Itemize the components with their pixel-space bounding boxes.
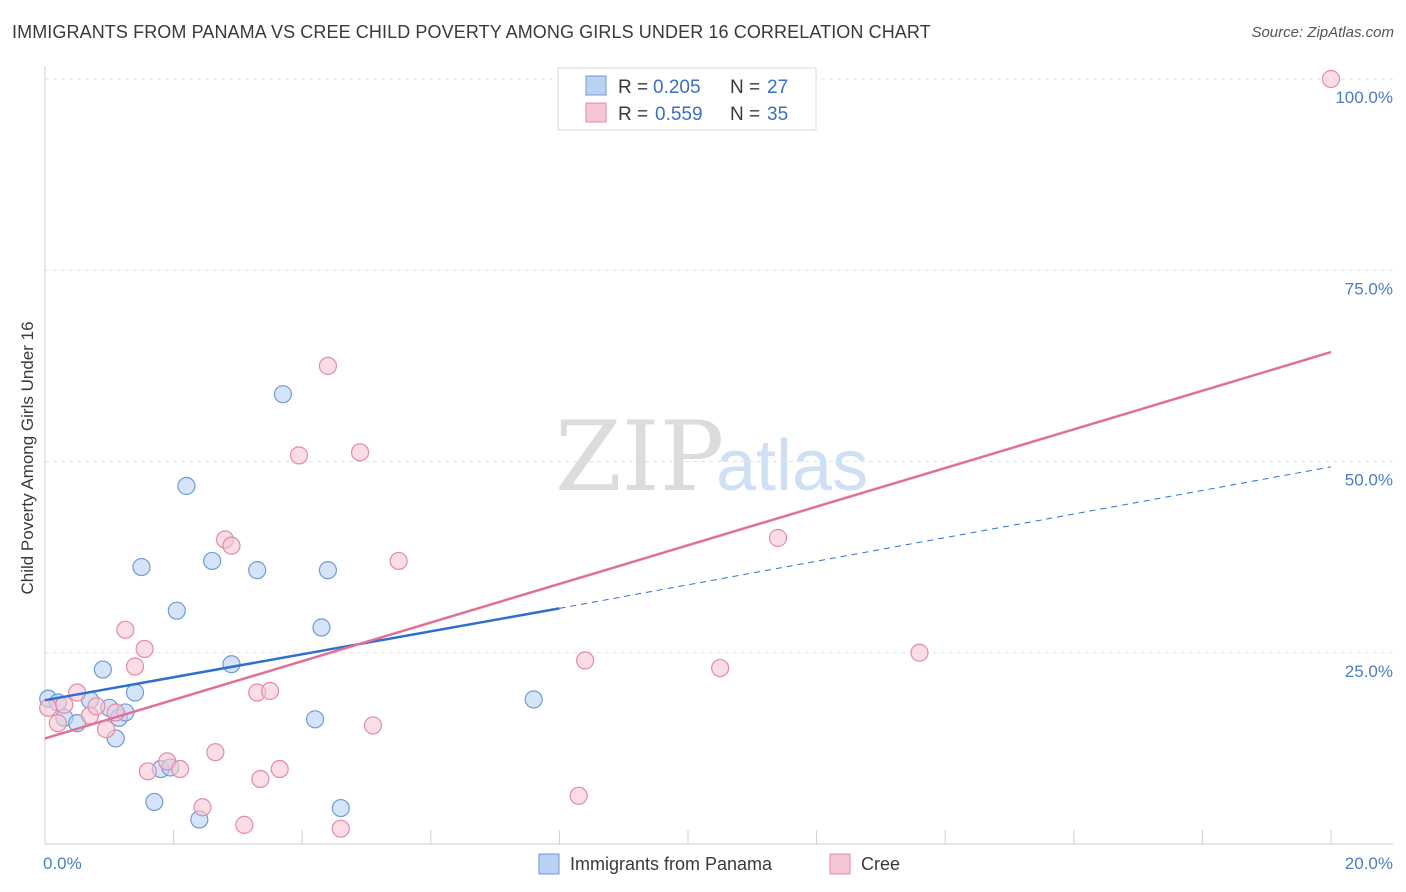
bottom-legend: Immigrants from Panama Cree [538, 853, 900, 875]
watermark-zip: ZIP [555, 401, 724, 513]
legend-n-label-panama: N = [730, 77, 760, 98]
data-point-cree [363, 716, 383, 735]
data-point-cree [389, 551, 408, 571]
legend-r-value-cree: 0.559 [655, 104, 703, 125]
data-point-panama [331, 798, 350, 818]
legend-n-value-panama: 27 [767, 77, 788, 98]
trend-line-cree [44, 350, 1332, 740]
y-tick-label: 25.0% [1345, 662, 1393, 681]
data-point-panama [222, 655, 241, 674]
data-point-cree [170, 759, 190, 779]
bottom-legend-label-panama: Immigrants from Panama [570, 854, 773, 874]
legend-box: R = 0.205 N = 27 R = 0.559 N = 35 [557, 67, 817, 131]
data-point-cree [87, 697, 106, 716]
data-point-cree [350, 443, 370, 462]
legend-swatch-cree [585, 102, 607, 123]
data-point-cree [260, 681, 280, 701]
data-point-panama [203, 551, 222, 571]
y-tick-label: 75.0% [1345, 279, 1393, 298]
chart-title: IMMIGRANTS FROM PANAMA VS CREE CHILD POV… [12, 22, 931, 42]
legend-r-value-panama: 0.205 [653, 77, 701, 98]
data-point-panama [312, 618, 331, 637]
data-point-cree [768, 528, 788, 548]
data-point-panama [132, 557, 151, 577]
data-point-panama [524, 690, 543, 709]
legend-n-value-cree: 35 [767, 104, 788, 125]
data-point-cree [331, 819, 350, 838]
bottom-legend-swatch-cree [829, 853, 851, 875]
trend-line-panama-extrapolated [559, 466, 1332, 609]
data-point-cree [96, 720, 116, 739]
data-point-cree [116, 620, 135, 639]
legend-n-label-cree: N = [730, 104, 760, 125]
data-point-cree [206, 743, 225, 762]
data-point-panama [305, 710, 325, 729]
data-point-panama [125, 683, 145, 702]
data-point-cree [251, 769, 270, 789]
trend-lines [44, 350, 1332, 740]
data-point-cree [222, 536, 241, 555]
data-point-cree [193, 798, 212, 817]
data-point-cree [569, 786, 588, 805]
data-point-cree [910, 643, 929, 662]
x-tick-label-max: 20.0% [1345, 854, 1393, 873]
watermark-atlas: atlas [716, 426, 868, 506]
grid-lines [45, 78, 1393, 654]
data-point-cree [48, 714, 67, 733]
trend-line-panama [44, 607, 560, 702]
data-point-cree [1321, 69, 1341, 89]
data-point-cree [318, 356, 338, 375]
bottom-legend-label-cree: Cree [861, 854, 900, 874]
zipatlas-watermark: ZIP atlas [555, 401, 868, 513]
legend-r-label-panama: R = [618, 77, 648, 98]
x-tick-label-min: 0.0% [43, 854, 82, 873]
y-axis-label: Child Poverty Among Girls Under 16 [18, 321, 37, 594]
data-point-panama [167, 601, 186, 620]
legend-r-label-cree: R = [618, 104, 648, 125]
source-label: Source: ZipAtlas.com [1251, 24, 1394, 41]
data-point-cree [125, 657, 145, 676]
legend-swatch-panama [585, 75, 607, 96]
bottom-legend-swatch-panama [538, 853, 560, 875]
y-tick-label: 100.0% [1335, 88, 1393, 107]
data-point-cree [711, 658, 730, 678]
tick-labels: 25.0% 50.0% 75.0% 100.0% 0.0% 20.0% [43, 88, 1393, 873]
data-point-panama [318, 561, 338, 580]
data-point-panama [93, 660, 112, 679]
data-point-panama [273, 385, 293, 404]
data-point-cree [235, 815, 254, 834]
y-tick-label: 50.0% [1345, 471, 1393, 490]
data-point-panama [145, 792, 164, 812]
data-point-cree [289, 446, 309, 465]
data-point-cree [135, 639, 154, 659]
data-point-panama [177, 476, 196, 496]
data-point-panama [248, 561, 267, 580]
data-point-cree [576, 651, 595, 670]
series-cree-points [39, 69, 1341, 838]
data-point-cree [39, 698, 58, 717]
data-point-cree [138, 762, 157, 781]
data-point-cree [270, 759, 289, 779]
